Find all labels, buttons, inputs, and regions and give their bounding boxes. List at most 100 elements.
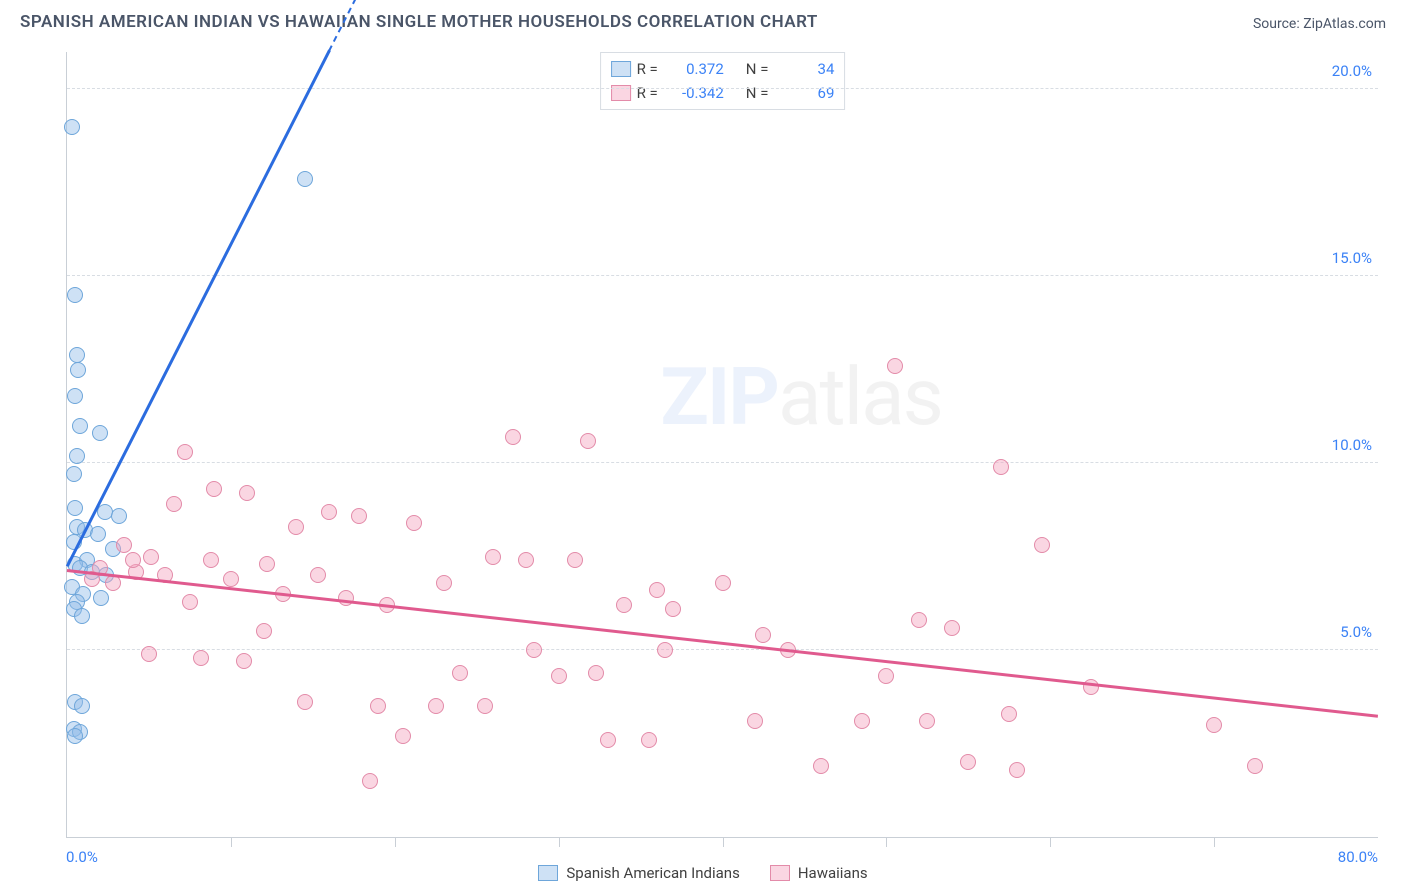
data-point — [911, 612, 927, 628]
legend-label-s2: Hawaiians — [798, 864, 868, 882]
watermark-zip: ZIP — [660, 350, 778, 444]
data-point — [887, 358, 903, 374]
gridline — [67, 88, 1378, 89]
swatch-s2 — [611, 85, 631, 101]
data-point — [665, 601, 681, 617]
data-point — [878, 668, 894, 684]
n-value-s1: 34 — [774, 57, 834, 81]
data-point — [141, 646, 157, 662]
data-point — [747, 713, 763, 729]
source-label: Source: — [1253, 16, 1300, 32]
data-point — [72, 418, 88, 434]
data-point — [236, 653, 252, 669]
data-point — [580, 433, 596, 449]
data-point — [641, 732, 657, 748]
r-value-s2: -0.342 — [664, 81, 724, 105]
data-point — [177, 444, 193, 460]
data-point — [259, 556, 275, 572]
gridline — [67, 462, 1378, 463]
x-tick — [886, 837, 887, 847]
data-point — [919, 713, 935, 729]
data-point — [297, 694, 313, 710]
x-tick — [559, 837, 560, 847]
data-point — [813, 758, 829, 774]
data-point — [1206, 717, 1222, 733]
swatch-s1 — [538, 865, 558, 881]
stats-row-s1: R = 0.372 N = 34 — [611, 57, 835, 81]
r-label: R = — [637, 81, 658, 105]
data-point — [1034, 537, 1050, 553]
data-point — [588, 665, 604, 681]
x-tick — [1050, 837, 1051, 847]
data-point — [223, 571, 239, 587]
trend-line — [66, 50, 330, 567]
data-point — [90, 526, 106, 542]
data-point — [351, 508, 367, 524]
y-tick-label: 10.0% — [1332, 436, 1372, 454]
data-point — [70, 362, 86, 378]
data-point — [395, 728, 411, 744]
data-point — [477, 698, 493, 714]
data-point — [67, 728, 83, 744]
data-point — [567, 552, 583, 568]
plot-region: ZIPatlas R = 0.372 N = 34 R = -0.342 N = — [66, 52, 1378, 838]
data-point — [206, 481, 222, 497]
chart-title: SPANISH AMERICAN INDIAN VS HAWAIIAN SING… — [20, 12, 818, 32]
data-point — [74, 698, 90, 714]
y-tick-label: 15.0% — [1332, 249, 1372, 267]
data-point — [600, 732, 616, 748]
data-point — [310, 567, 326, 583]
data-point — [526, 642, 542, 658]
data-point — [166, 496, 182, 512]
stats-row-s2: R = -0.342 N = 69 — [611, 81, 835, 105]
data-point — [93, 590, 109, 606]
data-point — [657, 642, 673, 658]
data-point — [239, 485, 255, 501]
data-point — [616, 597, 632, 613]
data-point — [74, 608, 90, 624]
data-point — [64, 119, 80, 135]
swatch-s2 — [770, 865, 790, 881]
data-point — [97, 504, 113, 520]
data-point — [203, 552, 219, 568]
data-point — [944, 620, 960, 636]
legend-label-s1: Spanish American Indians — [566, 864, 739, 882]
data-point — [993, 459, 1009, 475]
data-point — [111, 508, 127, 524]
data-point — [1001, 706, 1017, 722]
data-point — [406, 515, 422, 531]
data-point — [256, 623, 272, 639]
data-point — [321, 504, 337, 520]
data-point — [436, 575, 452, 591]
data-point — [67, 388, 83, 404]
y-tick-label: 5.0% — [1340, 623, 1372, 641]
data-point — [755, 627, 771, 643]
data-point — [92, 425, 108, 441]
data-point — [125, 552, 141, 568]
data-point — [288, 519, 304, 535]
data-point — [370, 698, 386, 714]
chart-area: Single Mother Households ZIPatlas R = 0.… — [20, 44, 1386, 846]
data-point — [67, 500, 83, 516]
data-point — [143, 549, 159, 565]
data-point — [452, 665, 468, 681]
swatch-s1 — [611, 61, 631, 77]
data-point — [960, 754, 976, 770]
gridline — [67, 275, 1378, 276]
data-point — [182, 594, 198, 610]
bottom-legend: Spanish American Indians Hawaiians — [0, 864, 1406, 882]
data-point — [715, 575, 731, 591]
stats-legend: R = 0.372 N = 34 R = -0.342 N = 69 — [600, 52, 846, 110]
data-point — [485, 549, 501, 565]
r-label: R = — [637, 57, 658, 81]
x-tick — [395, 837, 396, 847]
data-point — [1247, 758, 1263, 774]
n-label: N = — [746, 57, 769, 81]
data-point — [505, 429, 521, 445]
data-point — [428, 698, 444, 714]
n-value-s2: 69 — [774, 81, 834, 105]
x-tick — [1214, 837, 1215, 847]
y-tick-label: 20.0% — [1332, 62, 1372, 80]
source-value: ZipAtlas.com — [1303, 16, 1386, 32]
n-label: N = — [746, 81, 769, 105]
